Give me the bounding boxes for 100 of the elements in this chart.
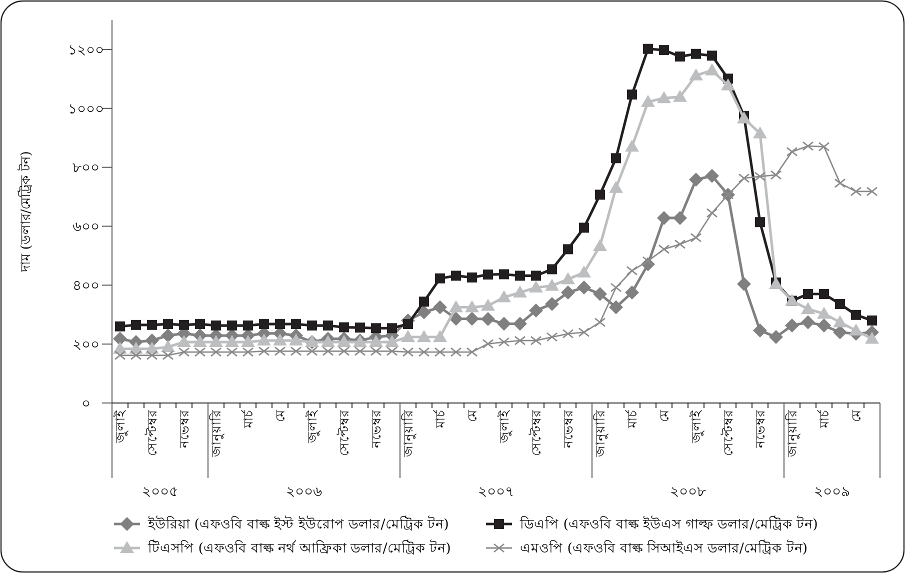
point <box>467 272 477 282</box>
x-tick-label: মার্চ <box>240 409 256 429</box>
point <box>354 346 366 356</box>
point <box>449 312 463 326</box>
point <box>529 280 543 293</box>
point <box>259 319 269 330</box>
point <box>675 52 685 62</box>
x-tick-label: সেপ্টেম্বর <box>720 409 736 456</box>
x-tick-label: জুলাই <box>496 409 512 444</box>
point <box>579 222 589 233</box>
x-tick-label: জানুয়ারি <box>400 409 416 458</box>
point <box>658 244 670 254</box>
point <box>545 297 559 312</box>
point <box>497 290 511 302</box>
y-tick-label: ৪০০ <box>72 278 100 294</box>
x-tick-label: মে <box>464 409 480 422</box>
point <box>753 126 767 138</box>
point <box>385 335 399 348</box>
point <box>515 270 525 281</box>
point <box>115 321 125 332</box>
point <box>307 320 317 331</box>
point <box>497 316 511 331</box>
point <box>834 178 846 188</box>
point <box>755 217 765 228</box>
point <box>401 330 415 342</box>
point <box>177 335 191 348</box>
point <box>130 350 142 360</box>
point <box>690 233 702 242</box>
point <box>578 328 590 337</box>
point <box>738 174 750 183</box>
point <box>547 264 557 274</box>
point <box>161 340 175 352</box>
point <box>450 347 462 357</box>
point <box>851 310 861 320</box>
point <box>483 270 493 280</box>
point <box>706 208 718 218</box>
point <box>323 320 333 331</box>
point <box>689 172 703 187</box>
point <box>803 288 813 299</box>
point <box>546 332 558 342</box>
point <box>369 335 383 348</box>
point <box>817 318 831 333</box>
point <box>801 302 815 314</box>
point <box>257 334 271 346</box>
point <box>195 319 205 330</box>
point <box>513 286 527 298</box>
point <box>193 335 207 348</box>
point <box>258 346 270 356</box>
point <box>289 334 303 346</box>
y-tick-label: ৮০০ <box>72 160 100 176</box>
point <box>753 324 767 338</box>
point <box>337 335 351 348</box>
point <box>274 346 286 356</box>
point <box>419 296 429 307</box>
point <box>833 315 847 328</box>
point <box>643 44 653 54</box>
point <box>147 320 157 330</box>
x-tick-label: জানুয়ারি <box>208 409 224 458</box>
point <box>722 190 734 200</box>
point <box>625 286 639 300</box>
point <box>402 347 414 357</box>
point <box>545 278 559 291</box>
point <box>593 238 607 251</box>
y-tick-label: ১০০০ <box>68 101 104 118</box>
point <box>691 48 701 59</box>
point <box>594 318 606 327</box>
point <box>113 332 127 346</box>
point <box>626 266 638 276</box>
point <box>273 334 287 346</box>
point <box>865 332 879 344</box>
x-tick-label: জুলাই <box>304 409 320 444</box>
legend-label: টিএসপি (এফওবি বাল্ক নর্থ আফ্রিকা ডলার/মেট্রিক টন) <box>147 540 451 557</box>
point <box>561 272 575 284</box>
x-tick-label: মার্চ <box>624 409 640 429</box>
point <box>451 270 461 281</box>
point <box>849 324 863 336</box>
point <box>338 346 350 356</box>
point <box>499 269 509 280</box>
point <box>625 140 639 152</box>
point <box>290 346 302 356</box>
point <box>387 323 397 334</box>
x-tick-label: মে <box>272 409 288 422</box>
point <box>194 347 206 357</box>
point <box>705 63 719 76</box>
point <box>817 306 831 319</box>
y-tick-label: ০ <box>82 396 90 412</box>
point <box>850 186 862 196</box>
point <box>227 320 237 331</box>
x-tick-label: জুলাই <box>688 409 704 444</box>
text: ২০০৫ <box>142 484 178 500</box>
point <box>162 350 174 360</box>
point <box>178 347 190 357</box>
point <box>321 335 335 348</box>
point <box>627 90 637 100</box>
x-tick-label: নভেম্বর <box>752 409 768 449</box>
y-tick-label: ৬০০ <box>72 219 100 236</box>
point <box>465 300 479 312</box>
legend-label: এমওপি (এফওবি বাল্ক সিআইএস ডলার/মেট্রিক টন) <box>520 540 808 557</box>
point <box>179 320 189 330</box>
point <box>802 141 814 151</box>
